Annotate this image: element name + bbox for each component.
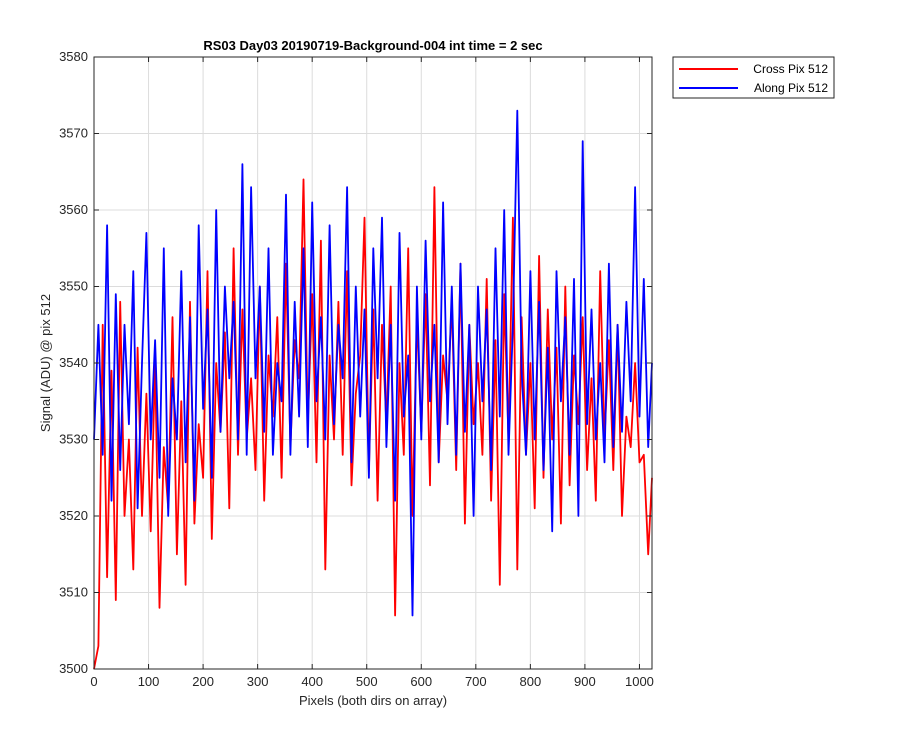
- y-tick-label: 3540: [59, 355, 88, 370]
- legend: Cross Pix 512 Along Pix 512: [672, 56, 835, 99]
- x-tick-label: 0: [90, 674, 97, 689]
- axis-ticks: [93, 56, 652, 670]
- x-tick-label: 700: [465, 674, 487, 689]
- x-tick-label: 1000: [625, 674, 654, 689]
- y-tick-label: 3530: [59, 432, 88, 447]
- x-tick-label: 300: [247, 674, 269, 689]
- y-tick-label: 3580: [59, 49, 88, 64]
- x-axis-label: Pixels (both dirs on array): [299, 693, 447, 708]
- y-tick-label: 3500: [59, 661, 88, 676]
- series-line-along-pix: [93, 109, 653, 617]
- y-tick-label: 3510: [59, 585, 88, 600]
- series-line-cross-pix: [93, 178, 653, 670]
- tick-labels: 0 100 200 300 400 500 600 700 800 900 1000 3500 3510…: [59, 49, 654, 689]
- x-tick-label: 900: [574, 674, 596, 689]
- y-tick-label: 3570: [59, 126, 88, 141]
- legend-box: [672, 56, 835, 99]
- x-tick-label: 600: [410, 674, 432, 689]
- y-tick-label: 3550: [59, 279, 88, 294]
- x-tick-label: 400: [301, 674, 323, 689]
- x-tick-label: 200: [192, 674, 214, 689]
- legend-label-along-pix: Along Pix 512: [754, 81, 828, 95]
- x-tick-label: 500: [356, 674, 378, 689]
- chart-title: RS03 Day03 20190719-Background-004 int t…: [203, 38, 542, 53]
- y-tick-label: 3560: [59, 202, 88, 217]
- legend-label-cross-pix: Cross Pix 512: [753, 62, 828, 76]
- x-tick-label: 800: [520, 674, 542, 689]
- series-layer: [93, 109, 653, 670]
- y-tick-label: 3520: [59, 508, 88, 523]
- y-axis-label: Signal (ADU) @ pix 512: [38, 294, 53, 432]
- x-tick-label: 100: [138, 674, 160, 689]
